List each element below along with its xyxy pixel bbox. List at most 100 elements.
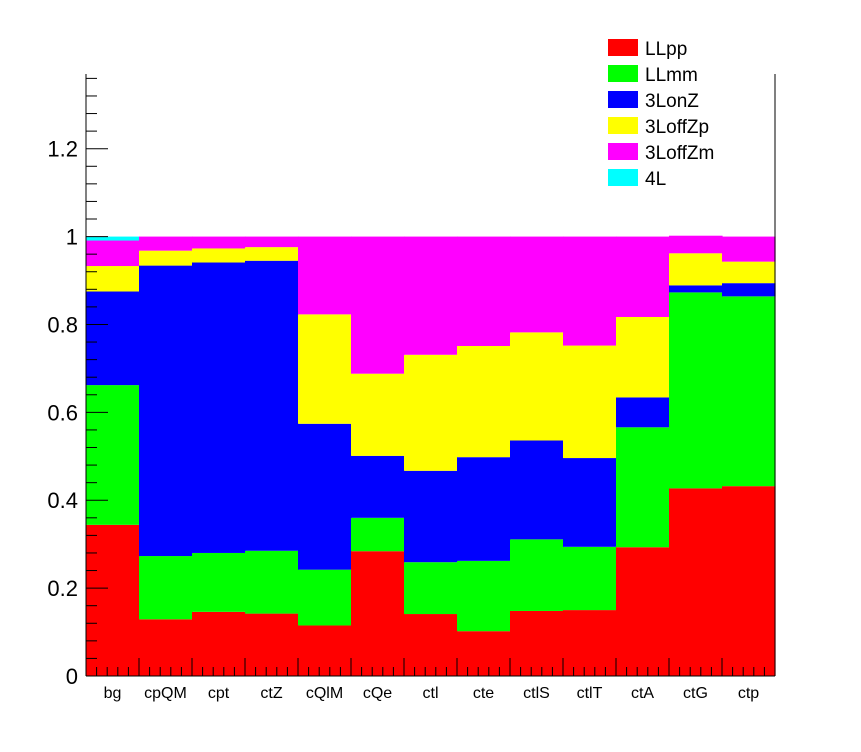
x-tick-label: cpQM (144, 685, 187, 702)
x-tick-label: ctl (423, 685, 439, 702)
bar-ctA-3LonZ (616, 397, 670, 428)
bar-ctl-LLmm (404, 562, 458, 615)
x-tick-label: cte (473, 685, 494, 702)
legend-swatch-3LoffZp (608, 117, 638, 134)
legend-swatch-3LonZ (608, 91, 638, 108)
x-tick-label: ctG (683, 685, 708, 702)
bar-ctG-LLpp (669, 488, 723, 676)
bar-ctG-3LoffZp (669, 253, 723, 286)
x-tick-label: ctlT (577, 685, 603, 702)
bar-bg-3LonZ (86, 291, 140, 386)
legend-label-3LonZ: 3LonZ (645, 91, 699, 112)
x-tick-label: cQlM (306, 685, 343, 702)
bar-cpQM-3LoffZm (139, 236, 193, 251)
bars-layer (86, 235, 776, 676)
bar-bg-3LoffZp (86, 266, 140, 292)
bar-cQlM-3LoffZp (298, 314, 352, 424)
y-tick-label: 0.6 (47, 400, 78, 425)
bar-cte-LLmm (457, 560, 511, 632)
bar-ctp-3LonZ (722, 283, 776, 297)
bar-cQe-LLmm (351, 517, 405, 552)
legend-swatch-LLpp (608, 39, 638, 56)
legend-swatch-LLmm (608, 65, 638, 82)
bar-cQlM-3LoffZm (298, 236, 352, 315)
bar-ctZ-LLmm (245, 550, 299, 614)
bar-ctZ-3LoffZm (245, 236, 299, 248)
legend-label-LLpp: LLpp (645, 39, 687, 60)
bar-cQe-3LoffZp (351, 373, 405, 456)
bar-ctA-LLmm (616, 427, 670, 548)
legend-label-3LoffZp: 3LoffZp (645, 117, 709, 138)
bar-ctlT-3LoffZp (563, 345, 617, 459)
bar-ctl-3LoffZm (404, 236, 458, 355)
legend-label-LLmm: LLmm (645, 65, 698, 86)
x-tick-label: ctZ (260, 685, 282, 702)
legend-swatch-4L (608, 169, 638, 186)
bar-ctp-LLmm (722, 296, 776, 487)
y-tick-label: 0.2 (47, 576, 78, 601)
bar-cQlM-3LonZ (298, 423, 352, 570)
bar-ctG-LLmm (669, 292, 723, 489)
y-tick-label: 0.8 (47, 312, 78, 337)
bar-ctlS-3LonZ (510, 440, 564, 540)
bar-cpt-3LoffZp (192, 248, 246, 263)
bar-cte-3LoffZp (457, 346, 511, 458)
bar-cQe-3LonZ (351, 455, 405, 518)
bar-ctp-3LoffZp (722, 261, 776, 284)
bar-ctA-3LoffZp (616, 317, 670, 398)
bar-cpQM-3LonZ (139, 265, 193, 557)
bar-ctlT-LLpp (563, 610, 617, 676)
bar-ctG-3LonZ (669, 285, 723, 293)
bar-cpQM-LLmm (139, 556, 193, 620)
plot-frame (85, 74, 776, 677)
bar-ctlS-3LoffZm (510, 236, 564, 333)
x-axis: bg cpQM cpt ctZ cQlM cQe ctl cte ctlS ctlT ctA ctG c… (85, 658, 776, 702)
legend-swatch-3LoffZm (608, 143, 638, 160)
y-axis: 0 0.2 0.4 0.6 0.8 1 1.2 (47, 77, 108, 689)
bar-ctlS-LLmm (510, 539, 564, 611)
legend: LLpp LLmm 3LonZ 3LoffZp 3LoffZm 4L (587, 30, 767, 190)
x-tick-label: ctA (631, 685, 654, 702)
bar-ctlT-3LoffZm (563, 236, 617, 346)
legend-label-4L: 4L (645, 169, 666, 190)
bar-ctA-3LoffZm (616, 236, 670, 317)
x-tick-label: cQe (363, 685, 392, 702)
bar-cpt-LLpp (192, 611, 246, 676)
bar-cte-3LonZ (457, 457, 511, 561)
bar-bg-3LoffZm (86, 240, 140, 267)
legend-box (587, 30, 767, 190)
bar-cQlM-LLmm (298, 569, 352, 626)
bar-cpQM-3LoffZp (139, 250, 193, 266)
bar-cQe-3LoffZm (351, 236, 405, 374)
bar-cQlM-LLpp (298, 625, 352, 676)
x-tick-label: bg (104, 685, 122, 702)
y-tick-label: 1 (66, 225, 78, 250)
bar-ctZ-3LoffZp (245, 247, 299, 261)
bar-ctZ-LLpp (245, 613, 299, 676)
bar-cte-LLpp (457, 631, 511, 676)
bar-ctA-LLpp (616, 547, 670, 676)
bar-ctG-3LoffZm (669, 235, 723, 254)
bar-bg-LLmm (86, 385, 140, 525)
bar-cpt-LLmm (192, 552, 246, 612)
bar-ctl-3LoffZp (404, 354, 458, 471)
bar-ctl-LLpp (404, 614, 458, 676)
bar-cQe-LLpp (351, 551, 405, 676)
legend-label-3LoffZm: 3LoffZm (645, 143, 714, 164)
bar-cpt-3LoffZm (192, 236, 246, 249)
bar-ctlS-3LoffZp (510, 332, 564, 441)
bar-ctlS-LLpp (510, 610, 564, 676)
x-tick-label: ctlS (523, 685, 550, 702)
bar-cpt-3LonZ (192, 262, 246, 553)
y-tick-label: 0.4 (47, 488, 78, 513)
bar-cte-3LoffZm (457, 236, 511, 346)
bar-bg-LLpp (86, 524, 140, 676)
bar-ctlT-LLmm (563, 546, 617, 611)
y-tick-label: 1.2 (47, 137, 78, 162)
bar-ctZ-3LonZ (245, 260, 299, 551)
bar-ctp-LLpp (722, 486, 776, 676)
x-tick-label: ctp (738, 685, 759, 702)
x-tick-label: cpt (208, 685, 230, 702)
bar-cpQM-LLpp (139, 619, 193, 676)
